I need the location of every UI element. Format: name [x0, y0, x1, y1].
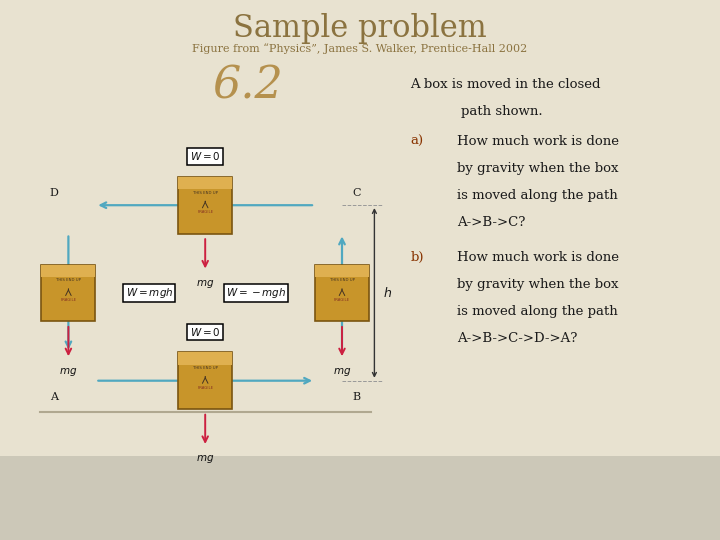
- Text: A->B->C?: A->B->C?: [457, 216, 526, 229]
- Text: $W = 0$: $W = 0$: [190, 150, 220, 163]
- Text: A->B->C->D->A?: A->B->C->D->A?: [457, 332, 577, 345]
- Bar: [315, 265, 369, 277]
- Text: $mg$: $mg$: [59, 366, 78, 377]
- Text: THIS END UP: THIS END UP: [330, 279, 354, 282]
- Text: $W = mgh$: $W = mgh$: [125, 286, 174, 300]
- Bar: [0, 456, 720, 540]
- Text: How much work is done: How much work is done: [457, 135, 619, 148]
- Bar: [179, 352, 232, 365]
- Text: THIS END UP: THIS END UP: [56, 279, 81, 282]
- Text: FRAGILE: FRAGILE: [334, 298, 350, 302]
- Text: FRAGILE: FRAGILE: [197, 210, 213, 214]
- FancyBboxPatch shape: [42, 265, 95, 321]
- Text: $W = -mgh$: $W = -mgh$: [226, 286, 286, 300]
- Text: D: D: [50, 187, 58, 198]
- Text: is moved along the path: is moved along the path: [457, 189, 618, 202]
- Text: $mg$: $mg$: [196, 278, 215, 290]
- Text: $mg$: $mg$: [333, 366, 351, 377]
- Text: How much work is done: How much work is done: [457, 251, 619, 264]
- Text: is moved along the path: is moved along the path: [457, 305, 618, 318]
- FancyBboxPatch shape: [315, 265, 369, 321]
- Text: THIS END UP: THIS END UP: [193, 366, 217, 370]
- Bar: [42, 265, 95, 277]
- Text: FRAGILE: FRAGILE: [197, 386, 213, 389]
- Text: path shown.: path shown.: [461, 105, 542, 118]
- Text: by gravity when the box: by gravity when the box: [457, 162, 618, 175]
- Text: B: B: [352, 392, 360, 402]
- Text: b): b): [410, 251, 424, 264]
- Text: $h$: $h$: [383, 286, 392, 300]
- Text: 6.2: 6.2: [213, 65, 284, 108]
- Text: $W = 0$: $W = 0$: [190, 326, 220, 338]
- Text: FRAGILE: FRAGILE: [60, 298, 76, 302]
- Text: A box is moved in the closed: A box is moved in the closed: [410, 78, 601, 91]
- Bar: [179, 177, 232, 190]
- Text: A: A: [50, 392, 58, 402]
- Text: a): a): [410, 135, 423, 148]
- Text: C: C: [352, 187, 361, 198]
- Text: by gravity when the box: by gravity when the box: [457, 278, 618, 291]
- Text: THIS END UP: THIS END UP: [193, 191, 217, 195]
- FancyBboxPatch shape: [179, 353, 232, 409]
- Text: Figure from “Physics”, James S. Walker, Prentice-Hall 2002: Figure from “Physics”, James S. Walker, …: [192, 43, 528, 54]
- Text: Sample problem: Sample problem: [233, 14, 487, 44]
- Text: $mg$: $mg$: [196, 454, 215, 465]
- FancyBboxPatch shape: [179, 177, 232, 233]
